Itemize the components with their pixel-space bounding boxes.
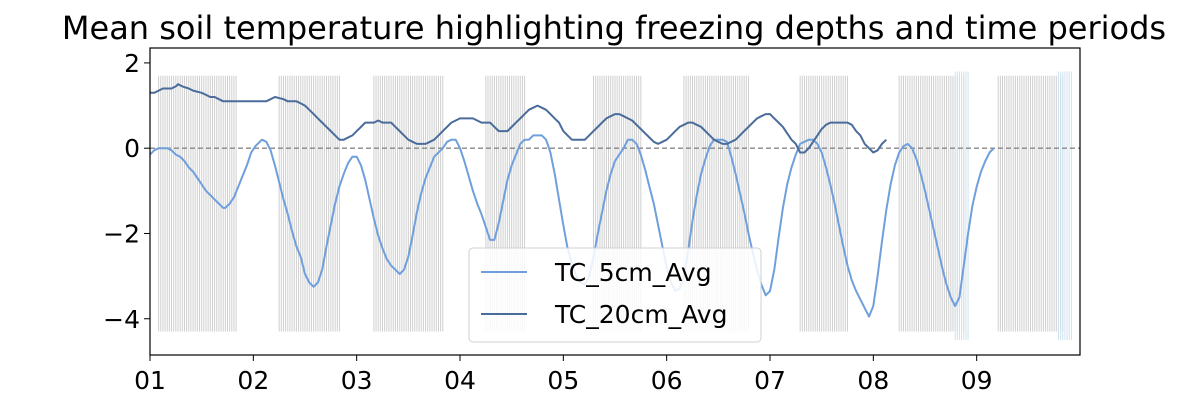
- x-tick-label: 08: [857, 366, 889, 395]
- x-tick-label: 04: [444, 366, 476, 395]
- series-line-tc-20cm: [150, 83, 887, 154]
- legend: TC_5cm_Avg TC_20cm_Avg: [468, 247, 762, 343]
- y-tick-label: −4: [103, 305, 140, 334]
- y-tick-label: 2: [124, 49, 140, 78]
- x-tick-label: 02: [237, 366, 269, 395]
- x-tick-label: 03: [341, 366, 373, 395]
- x-tick-label: 07: [754, 366, 786, 395]
- legend-box: [468, 247, 762, 343]
- legend-entry: TC_5cm_Avg: [554, 258, 712, 287]
- x-axis: 01 02 03 04 05 06 07 08 09: [134, 355, 993, 395]
- legend-entry: TC_20cm_Avg: [554, 300, 727, 329]
- plot-frame: [149, 47, 1081, 356]
- x-tick-label: 01: [134, 366, 166, 395]
- x-tick-label: 06: [651, 366, 683, 395]
- y-tick-label: 0: [124, 134, 140, 163]
- y-axis: 2 0 −2 −4: [103, 49, 150, 334]
- x-tick-label: 09: [961, 366, 993, 395]
- x-tick-label: 05: [547, 366, 579, 395]
- y-tick-label: −2: [103, 219, 140, 248]
- chart-title: Mean soil temperature highlighting freez…: [62, 9, 1166, 47]
